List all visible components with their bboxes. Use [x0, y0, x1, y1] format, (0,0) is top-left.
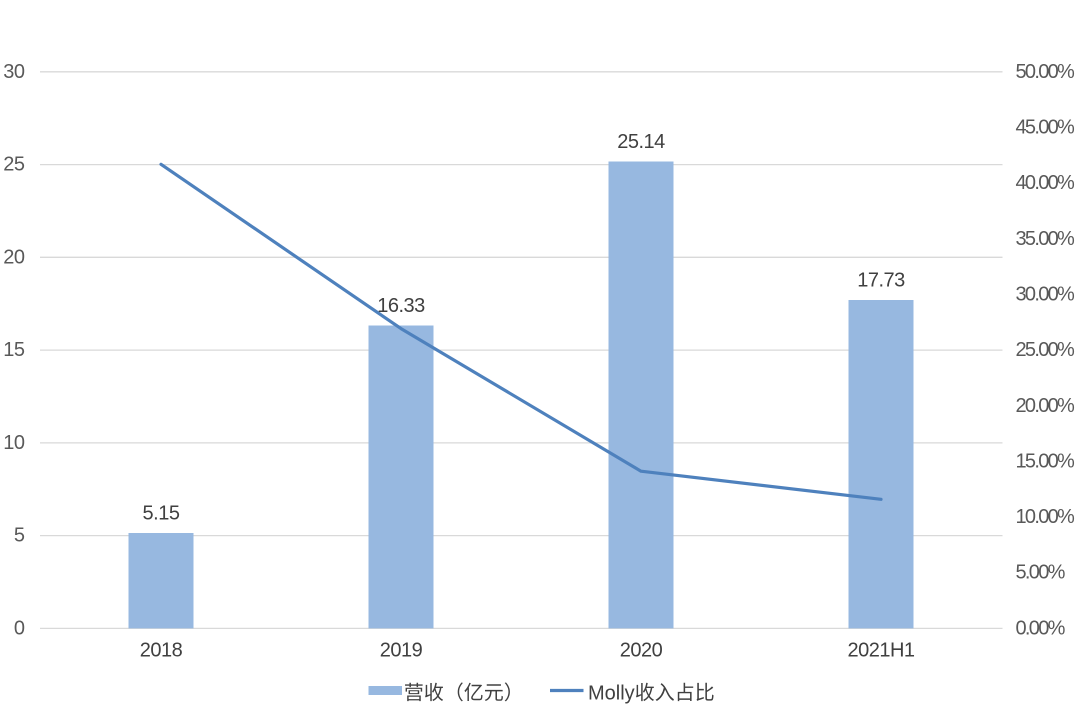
svg-text:30.00%: 30.00% — [1016, 283, 1076, 305]
svg-text:2018: 2018 — [140, 640, 183, 662]
svg-text:5.15: 5.15 — [143, 502, 180, 524]
svg-text:10.00%: 10.00% — [1016, 506, 1076, 528]
svg-text:17.73: 17.73 — [857, 269, 905, 291]
svg-text:10: 10 — [3, 432, 25, 454]
svg-text:2019: 2019 — [380, 640, 423, 662]
svg-text:35.00%: 35.00% — [1016, 228, 1076, 250]
svg-text:2020: 2020 — [620, 640, 663, 662]
svg-text:0.00%: 0.00% — [1016, 617, 1066, 639]
svg-text:50.00%: 50.00% — [1016, 61, 1076, 83]
svg-text:25.00%: 25.00% — [1016, 339, 1076, 361]
svg-text:Molly: Molly — [588, 683, 635, 705]
svg-text:40.00%: 40.00% — [1016, 172, 1076, 194]
svg-text:5: 5 — [14, 525, 25, 547]
svg-text:15.00%: 15.00% — [1016, 450, 1076, 472]
svg-text:25.14: 25.14 — [617, 131, 665, 153]
svg-text:20: 20 — [3, 246, 25, 268]
svg-text:5.00%: 5.00% — [1016, 562, 1066, 584]
svg-text:20.00%: 20.00% — [1016, 395, 1076, 417]
svg-text:0: 0 — [14, 617, 25, 639]
svg-text:16.33: 16.33 — [377, 295, 425, 317]
svg-text:45.00%: 45.00% — [1016, 117, 1076, 139]
svg-text:2021H1: 2021H1 — [847, 640, 914, 662]
svg-text:15: 15 — [3, 339, 25, 361]
svg-text:30: 30 — [3, 61, 25, 83]
svg-text:25: 25 — [3, 154, 25, 176]
